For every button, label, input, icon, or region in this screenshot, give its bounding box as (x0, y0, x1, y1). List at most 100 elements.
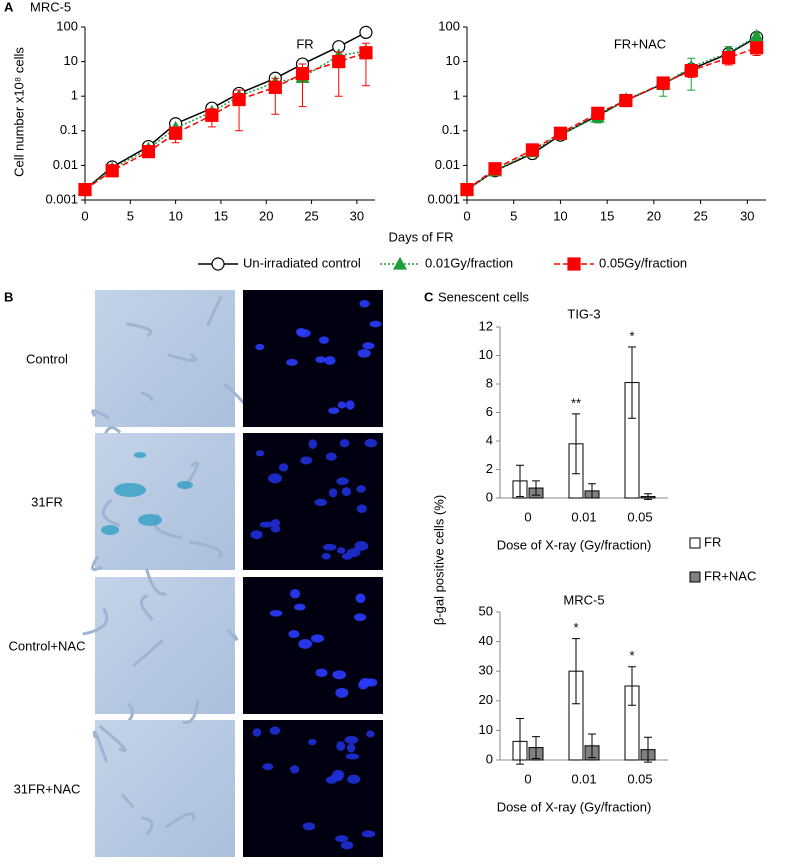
nucleus (290, 765, 300, 774)
x-tick-label: 0.05 (627, 771, 652, 786)
y-tick-label: 0.1 (60, 122, 78, 137)
chart-title: TIG-3 (567, 306, 600, 321)
cell-outline (82, 607, 109, 636)
nucleus (250, 530, 263, 540)
panel-title: Senescent cells (438, 289, 530, 304)
x-tick-label: 0.05 (627, 509, 652, 524)
cell-outline (101, 498, 121, 527)
series-line (466, 47, 757, 191)
significance-label: * (573, 620, 578, 635)
error-bar (572, 413, 580, 475)
error-bar (516, 464, 524, 498)
legend-swatch (689, 571, 701, 583)
series-line (466, 35, 758, 191)
stained-cell (101, 525, 119, 535)
marker (684, 63, 698, 78)
cell-outline (126, 322, 153, 338)
marker (359, 46, 373, 60)
nucleus (336, 477, 349, 486)
nucleus (357, 349, 371, 358)
cell-outline (104, 426, 122, 434)
y-tick-label: 0.1 (442, 122, 460, 137)
marker (268, 80, 282, 94)
brightfield-image (95, 290, 235, 427)
nucleus (335, 687, 349, 698)
nucleus (369, 320, 382, 328)
legend-label: Un-irradiated control (243, 255, 361, 270)
nucleus (321, 553, 331, 560)
y-tick-label: 0 (486, 751, 493, 766)
nucleus (325, 776, 338, 784)
x-tick-label: 15 (214, 208, 228, 223)
nucleus (255, 450, 265, 457)
nucleus (294, 603, 306, 611)
nucleus (296, 328, 307, 336)
brightfield-image (95, 577, 235, 714)
cell-outline (165, 812, 196, 829)
x-tick-label: 25 (693, 208, 707, 223)
x-tick-label: 0.01 (571, 509, 596, 524)
nucleus (359, 300, 370, 308)
nucleus (361, 830, 376, 838)
significance-label: * (629, 648, 634, 663)
cell-outline (132, 638, 164, 667)
legend-label: 0.01Gy/fraction (425, 255, 513, 270)
error-bar (532, 736, 540, 760)
nucleus (354, 613, 367, 622)
nucleus (339, 439, 350, 448)
legend-label: 0.05Gy/fraction (599, 255, 687, 270)
nucleus (269, 726, 281, 735)
nucleus (344, 735, 359, 744)
nucleus (354, 541, 369, 551)
x-tick-label: 10 (553, 208, 567, 223)
legend-label: FR+NAC (704, 568, 756, 583)
cell-outline (98, 724, 127, 753)
panel-label: A (4, 0, 14, 14)
cell-outline (91, 555, 103, 571)
x-tick-label: 5 (510, 208, 517, 223)
x-tick-label: 5 (127, 208, 134, 223)
marker (295, 66, 310, 81)
nucleus (325, 452, 337, 461)
x-axis-label: Dose of X-ray (Gy/fraction) (497, 537, 652, 552)
nucleus (346, 548, 361, 557)
error-bar (644, 493, 652, 500)
nucleus (337, 547, 346, 554)
legend-label: FR (704, 534, 721, 549)
y-tick-label: 40 (479, 633, 493, 648)
error-bar (588, 733, 596, 759)
cell-outline (91, 409, 110, 420)
y-axis-label: Cell number x10⁸ cells (11, 47, 26, 177)
nucleus (332, 670, 347, 680)
marker (105, 164, 119, 178)
marker (232, 92, 246, 107)
nucleus (322, 543, 337, 551)
marker (460, 182, 474, 197)
nucleus (355, 593, 366, 604)
marker (749, 28, 764, 42)
marker (619, 93, 633, 108)
error-bar (516, 718, 524, 765)
nucleus (358, 680, 369, 690)
nucleus (335, 835, 349, 843)
nucleus (270, 519, 281, 527)
significance-label: * (629, 328, 634, 343)
x-tick-label: 15 (600, 208, 614, 223)
marker (488, 162, 502, 176)
row-label: 31FR+NAC (14, 781, 81, 796)
y-tick-label: 6 (486, 404, 493, 419)
nucleus (269, 610, 283, 617)
nucleus (332, 769, 345, 780)
nucleus (298, 638, 313, 649)
error-bar (588, 483, 596, 499)
nucleus (356, 504, 367, 513)
marker (591, 106, 605, 120)
error-bar (628, 346, 636, 419)
chart-title: FR+NAC (614, 36, 666, 51)
nucleus (290, 588, 301, 599)
y-tick-label: 10 (479, 722, 493, 737)
cell-outline (206, 295, 223, 327)
y-tick-label: 4 (486, 432, 493, 447)
x-tick-label: 0 (524, 771, 531, 786)
